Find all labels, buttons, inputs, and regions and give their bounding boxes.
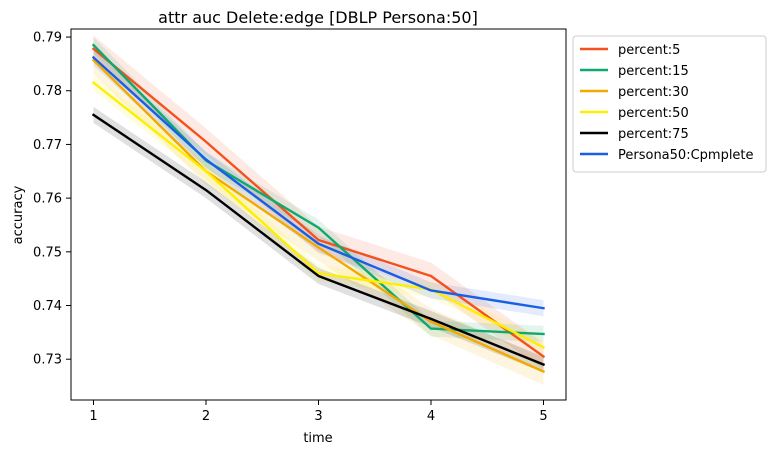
y-tick-label: 0.78: [33, 84, 62, 99]
series-lines: [91, 43, 546, 374]
y-tick-label: 0.73: [33, 353, 62, 368]
legend-label: percent:15: [618, 64, 689, 79]
y-tick-label: 0.77: [33, 138, 62, 153]
legend-label: percent:30: [618, 85, 689, 100]
x-tick-label: 4: [427, 409, 435, 424]
series-line: [91, 47, 546, 359]
y-tick-label: 0.79: [33, 31, 62, 46]
x-tick-label: 5: [539, 409, 547, 424]
series-line: [91, 55, 545, 310]
x-axis-label: time: [303, 431, 332, 446]
x-axis-ticks: 1 2 3 4 5: [89, 400, 548, 424]
y-axis-ticks: 0.73 0.74 0.75 0.76 0.77 0.78 0.79: [33, 31, 71, 368]
chart-title: attr auc Delete:edge [DBLP Persona:50]: [158, 8, 478, 27]
legend: percent:5 percent:15 percent:30 percent:50 p…: [572, 35, 767, 173]
series-line: [91, 43, 545, 336]
legend-label: percent:50: [618, 106, 689, 121]
series-band: [93, 74, 544, 356]
y-tick-label: 0.76: [33, 192, 62, 207]
series-line: [91, 58, 546, 374]
legend-frame: [572, 35, 767, 173]
y-tick-label: 0.75: [33, 245, 62, 260]
legend-label: percent:75: [618, 127, 689, 142]
x-tick-label: 1: [89, 409, 97, 424]
series-line: [91, 113, 546, 367]
y-axis-label: accuracy: [11, 185, 26, 244]
legend-label: Persona50:Cpmplete: [618, 148, 754, 163]
legend-label: percent:5: [618, 43, 680, 58]
confidence-bands: [93, 35, 544, 385]
x-tick-label: 3: [314, 409, 322, 424]
x-tick-label: 2: [202, 409, 210, 424]
y-tick-label: 0.74: [33, 299, 62, 314]
series-line: [91, 81, 546, 349]
series-band: [93, 35, 544, 370]
